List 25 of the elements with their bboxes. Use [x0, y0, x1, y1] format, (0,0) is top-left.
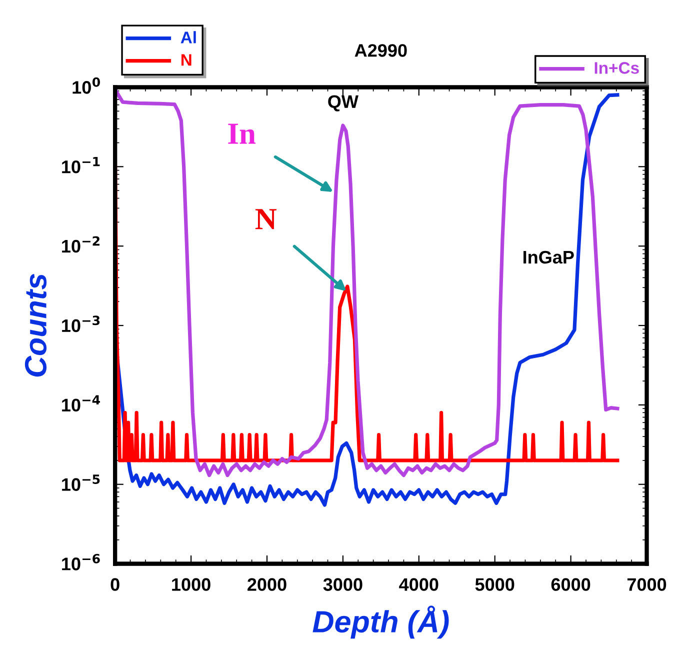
annotation: InGaP: [524, 250, 574, 264]
y-tick-label: 10$^{−5}$: [62, 474, 100, 491]
x-tick-label: 2000: [248, 578, 286, 591]
y-tick-label: 10$^{0}$: [72, 77, 100, 94]
chart-title: A2990: [354, 44, 407, 57]
x-tick-label: 7000: [627, 578, 666, 591]
x-tick-label: 0: [110, 578, 120, 591]
y-tick-label: 10$^{−1}$: [62, 156, 100, 174]
y-tick-label: 10$^{−4}$: [62, 395, 100, 412]
legend-label: Al: [180, 31, 196, 44]
x-tick-label: 1000: [172, 578, 210, 591]
y-axis-title: Counts: [24, 274, 47, 377]
legend-label: N: [181, 54, 192, 66]
x-tick-label: 6000: [551, 578, 590, 591]
annotation: In: [228, 124, 256, 144]
y-tick-label: 10$^{−2}$: [62, 236, 100, 253]
y-tick-label: 10$^{−6}$: [62, 554, 100, 570]
legend-label: In+Cs: [594, 62, 639, 74]
y-tick-label: 10$^{−3}$: [62, 316, 100, 332]
annotation: QW: [328, 95, 358, 112]
x-tick-label: 5000: [475, 578, 514, 591]
x-tick-label: 3000: [323, 578, 362, 591]
x-axis-title: Depth (Å): [312, 606, 449, 639]
annotation: N: [255, 209, 277, 230]
x-tick-label: 4000: [399, 578, 438, 591]
